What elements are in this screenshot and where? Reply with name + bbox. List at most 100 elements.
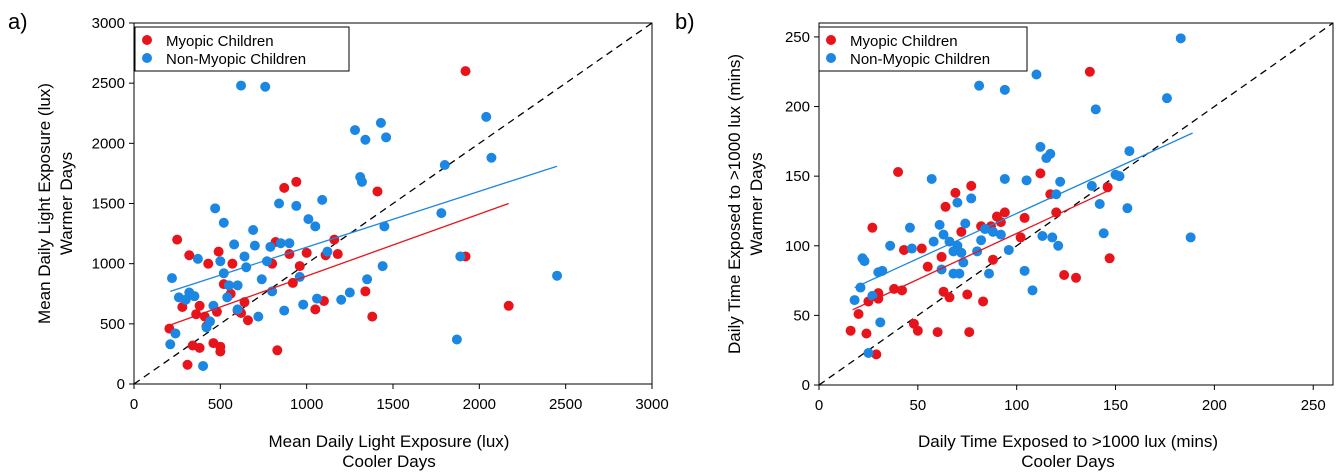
point-myopic-a — [242, 315, 253, 326]
legend-marker-non-myopic-b — [826, 53, 836, 63]
point-non-myopic-a — [356, 176, 367, 187]
point-non-myopic-a — [552, 270, 563, 281]
point-myopic-b — [936, 251, 947, 262]
chart-panel-b: b) 0 50 100 150 200 250 0 50 100 150 200 250 Daily Ti… — [670, 0, 1340, 474]
x-tick-label-a: 2500 — [549, 396, 582, 413]
y-axis-subtitle-a: Warmer Days — [57, 152, 76, 255]
x-tick-label-a: 2000 — [463, 396, 496, 413]
point-non-myopic-b — [1175, 33, 1186, 44]
point-myopic-a — [272, 345, 283, 356]
y-tick-label-a: 0 — [117, 376, 125, 393]
point-non-myopic-b — [952, 197, 963, 208]
legend-box-b — [818, 26, 1028, 72]
x-axis-title-a: Mean Daily Light Exposure (lux) — [269, 432, 510, 451]
point-myopic-a — [291, 176, 302, 187]
point-non-myopic-b — [1055, 176, 1066, 187]
point-non-myopic-a — [166, 273, 177, 284]
point-non-myopic-a — [218, 268, 229, 279]
point-non-myopic-b — [1019, 265, 1030, 276]
point-non-myopic-a — [204, 316, 215, 327]
x-tick-label-b: 100 — [1004, 397, 1029, 414]
point-non-myopic-a — [248, 224, 259, 235]
point-non-myopic-b — [1003, 244, 1014, 255]
point-non-myopic-a — [274, 198, 285, 209]
point-non-myopic-b — [1094, 199, 1105, 209]
x-tick-label-a: 1000 — [290, 396, 323, 413]
legend-marker-non-myopic-a — [142, 53, 152, 63]
x-axis-title-b: Daily Time Exposed to >1000 lux (mins) — [918, 432, 1218, 451]
point-myopic-b — [932, 327, 943, 338]
point-non-myopic-a — [275, 238, 286, 249]
point-non-myopic-b — [926, 173, 937, 184]
point-non-myopic-a — [229, 239, 240, 250]
point-non-myopic-a — [260, 81, 271, 92]
point-non-myopic-b — [944, 236, 955, 247]
scatter-plot-a: a) 0 500 1000 1500 2000 2500 3000 0 500 1000 1500 20… — [8, 9, 669, 471]
point-myopic-b — [1019, 212, 1030, 223]
point-non-myopic-a — [317, 194, 328, 205]
point-non-myopic-b — [1185, 232, 1196, 243]
x-tick-label-a: 1500 — [376, 396, 409, 413]
y-tick-label-a: 3000 — [92, 15, 125, 32]
point-non-myopic-b — [1053, 240, 1064, 251]
point-myopic-b — [964, 327, 975, 338]
point-non-myopic-b — [1045, 148, 1056, 159]
panel-label-b: b) — [675, 9, 695, 34]
point-non-myopic-b — [966, 193, 977, 204]
y-tick-label-a: 2000 — [92, 135, 125, 152]
point-non-myopic-a — [189, 291, 200, 302]
point-myopic-a — [294, 261, 305, 272]
point-myopic-a — [194, 342, 205, 353]
point-non-myopic-a — [362, 274, 373, 285]
point-non-myopic-b — [1047, 232, 1058, 243]
point-myopic-a — [310, 304, 321, 315]
y-tick-label-b: 250 — [785, 29, 810, 46]
y-axis-title-b: Daily Time Exposed to >1000 lux (mins) — [725, 54, 744, 354]
point-non-myopic-a — [215, 256, 226, 267]
legend-box-a — [134, 26, 350, 72]
point-myopic-b — [899, 244, 910, 255]
point-myopic-a — [367, 311, 378, 322]
panel-label-a: a) — [8, 9, 28, 34]
point-non-myopic-b — [928, 236, 939, 247]
point-myopic-b — [950, 187, 961, 198]
point-non-myopic-a — [336, 294, 347, 305]
point-non-myopic-b — [1021, 175, 1032, 186]
point-non-myopic-a — [239, 251, 250, 262]
plot-area-a — [134, 23, 652, 384]
point-non-myopic-a — [218, 217, 229, 228]
point-non-myopic-b — [849, 295, 860, 306]
x-tick-label-a: 0 — [130, 396, 138, 413]
point-myopic-b — [853, 308, 864, 319]
point-non-myopic-b — [1027, 285, 1038, 296]
point-myopic-b — [1084, 66, 1095, 77]
point-non-myopic-a — [253, 311, 264, 322]
trend-line-non-myopic-a — [170, 165, 558, 292]
point-myopic-b — [1035, 168, 1046, 179]
plot-frame-b — [818, 22, 1334, 386]
x-tick-label-b: 0 — [815, 397, 823, 414]
point-myopic-a — [332, 249, 343, 260]
point-myopic-a — [279, 182, 290, 193]
point-non-myopic-b — [999, 84, 1010, 95]
point-non-myopic-b — [1086, 180, 1097, 191]
point-myopic-a — [301, 247, 312, 258]
point-non-myopic-a — [451, 334, 462, 345]
point-non-myopic-a — [192, 253, 203, 264]
point-non-myopic-b — [1161, 93, 1172, 104]
point-non-myopic-a — [375, 117, 386, 128]
point-non-myopic-b — [987, 226, 998, 237]
point-non-myopic-b — [954, 268, 965, 279]
point-myopic-b — [922, 261, 933, 272]
point-non-myopic-a — [377, 261, 388, 272]
point-myopic-a — [203, 258, 214, 269]
identity-line-b — [819, 23, 1333, 385]
y-tick-label-a: 500 — [100, 316, 125, 333]
legend-marker-myopic-a — [142, 35, 152, 45]
x-tick-label-b: 250 — [1301, 397, 1326, 414]
point-non-myopic-b — [958, 257, 969, 268]
point-myopic-b — [871, 349, 882, 360]
legend-marker-myopic-b — [826, 35, 836, 45]
point-non-myopic-a — [232, 304, 243, 315]
y-tick-label-b: 0 — [802, 377, 810, 394]
